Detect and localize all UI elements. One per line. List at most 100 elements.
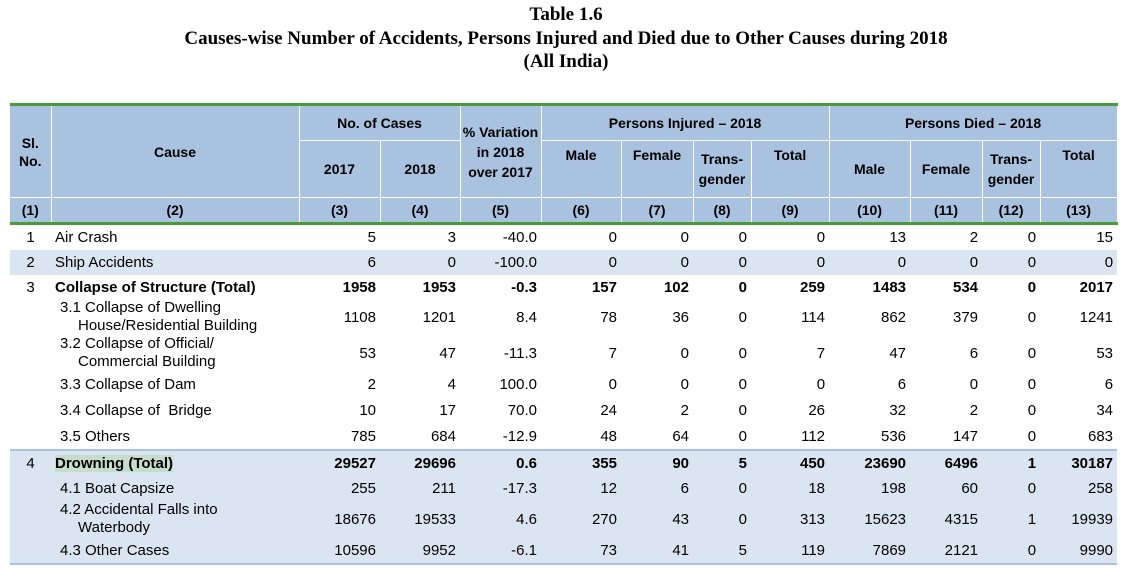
cell: 211 xyxy=(380,475,460,501)
table-title-block: Table 1.6 Causes-wise Number of Accident… xyxy=(0,4,1132,73)
row-sl: 4 xyxy=(10,450,51,475)
cell: 2121 xyxy=(910,537,983,564)
row-sl xyxy=(10,475,51,501)
cell: 6 xyxy=(1040,371,1118,397)
row-cause: 4.3 Other Cases xyxy=(51,537,299,564)
cell: 3 xyxy=(380,223,460,250)
row-cause-line2: Commercial Building xyxy=(78,353,216,370)
cell: 0 xyxy=(751,250,830,275)
cell: 0 xyxy=(693,335,751,371)
cell: 112 xyxy=(751,423,830,450)
cell: 5 xyxy=(693,450,751,475)
cell: 0 xyxy=(693,397,751,423)
cell: 0 xyxy=(621,371,693,397)
row-sl: 3 xyxy=(10,275,51,299)
cell: 60 xyxy=(910,475,983,501)
cell: 9952 xyxy=(380,537,460,564)
header-no-of-cases: No. of Cases xyxy=(299,104,461,141)
cell: 255 xyxy=(299,475,380,501)
colnum: (5) xyxy=(460,197,542,225)
row-cause-label: 4.1 Boat Capsize xyxy=(60,479,175,497)
table-row: 3.3 Collapse of Dam 2 4 100.0 0 0 0 0 6 … xyxy=(10,371,1118,397)
cell: 0 xyxy=(541,371,621,397)
cell: 0 xyxy=(621,250,693,275)
cell: 450 xyxy=(751,450,830,475)
cell: 0 xyxy=(693,223,751,250)
cell: 4 xyxy=(380,371,460,397)
header-injured-male: Male xyxy=(541,140,622,198)
row-cause: 4.2 Accidental Falls into Waterbody xyxy=(51,501,299,537)
table-row: 4 Drowning (Total) 29527 29696 0.6 355 9… xyxy=(10,450,1118,475)
cell: 0 xyxy=(982,335,1041,371)
row-cause-line1: 4.2 Accidental Falls into xyxy=(60,501,218,518)
cell: -0.3 xyxy=(460,275,541,299)
cell: 30187 xyxy=(1040,450,1118,475)
cell: 1241 xyxy=(1040,299,1118,335)
cell: -12.9 xyxy=(460,423,541,450)
colnum: (8) xyxy=(693,197,752,225)
colnum: (6) xyxy=(541,197,622,225)
cell: 0 xyxy=(910,250,983,275)
cell: -40.0 xyxy=(460,223,541,250)
colnum: (2) xyxy=(51,197,300,225)
cell: 34 xyxy=(1040,397,1118,423)
row-cause: Drowning (Total) xyxy=(51,450,299,475)
cell: 1108 xyxy=(299,299,380,335)
cell: 862 xyxy=(829,299,911,335)
row-sl xyxy=(10,423,51,450)
colnum: (12) xyxy=(982,197,1041,225)
cell: 0 xyxy=(541,223,621,250)
cell: 17 xyxy=(380,397,460,423)
row-cause: 3.1 Collapse of Dwelling House/Residenti… xyxy=(51,299,299,335)
cell: 0 xyxy=(982,275,1041,299)
header-cases-2018: 2018 xyxy=(380,140,461,198)
table-row: 4.1 Boat Capsize 255 211 -17.3 12 6 0 18… xyxy=(10,475,1118,501)
cell: 0.6 xyxy=(460,450,541,475)
cell: 48 xyxy=(541,423,621,450)
cell: 9990 xyxy=(1040,537,1118,564)
cell: 2 xyxy=(299,371,380,397)
cell: 1 xyxy=(982,501,1041,537)
header-persons-died: Persons Died – 2018 xyxy=(829,104,1118,141)
cell: 0 xyxy=(693,299,751,335)
header-injured-total: Total xyxy=(751,140,830,198)
cell: 41 xyxy=(621,537,693,564)
cell: -100.0 xyxy=(460,250,541,275)
cell: 0 xyxy=(751,223,830,250)
header-died-total: Total xyxy=(1040,140,1118,198)
row-cause: 4.1 Boat Capsize xyxy=(51,475,299,501)
cell: 0 xyxy=(982,423,1041,450)
row-cause: Air Crash xyxy=(51,223,299,250)
row-cause-line2: House/Residential Building xyxy=(78,317,258,334)
header-died-male: Male xyxy=(829,140,911,198)
row-sl xyxy=(10,537,51,564)
cell: 0 xyxy=(541,250,621,275)
cell: 1483 xyxy=(829,275,911,299)
row-cause-line1: 3.1 Collapse of Dwelling xyxy=(60,299,221,316)
cell: 18676 xyxy=(299,501,380,537)
colnum: (1) xyxy=(10,197,52,225)
row-sl xyxy=(10,299,51,335)
row-cause-label: 4.3 Other Cases xyxy=(60,541,170,559)
cell: 32 xyxy=(829,397,911,423)
header-died-female: Female xyxy=(910,140,983,198)
cell: 147 xyxy=(910,423,983,450)
cell: 684 xyxy=(380,423,460,450)
table-number: Table 1.6 xyxy=(529,4,603,25)
cell: 5 xyxy=(299,223,380,250)
cell: 0 xyxy=(982,299,1041,335)
cell: 15623 xyxy=(829,501,911,537)
row-cause-line1: 3.2 Collapse of Official/ xyxy=(60,335,214,352)
cell: 7 xyxy=(541,335,621,371)
header-injured-female: Female xyxy=(621,140,694,198)
cell: 5 xyxy=(693,537,751,564)
cell: 379 xyxy=(910,299,983,335)
row-cause-label: 3.3 Collapse of Dam xyxy=(60,375,196,393)
cell: 0 xyxy=(982,537,1041,564)
colnum: (4) xyxy=(380,197,461,225)
cell: 36 xyxy=(621,299,693,335)
table-row: 3.1 Collapse of Dwelling House/Residenti… xyxy=(10,299,1118,335)
accidents-table: Sl. No. Cause No. of Cases % Variation i… xyxy=(10,103,1118,565)
cell: 23690 xyxy=(829,450,911,475)
row-cause-label: 3.5 Others xyxy=(60,427,131,445)
